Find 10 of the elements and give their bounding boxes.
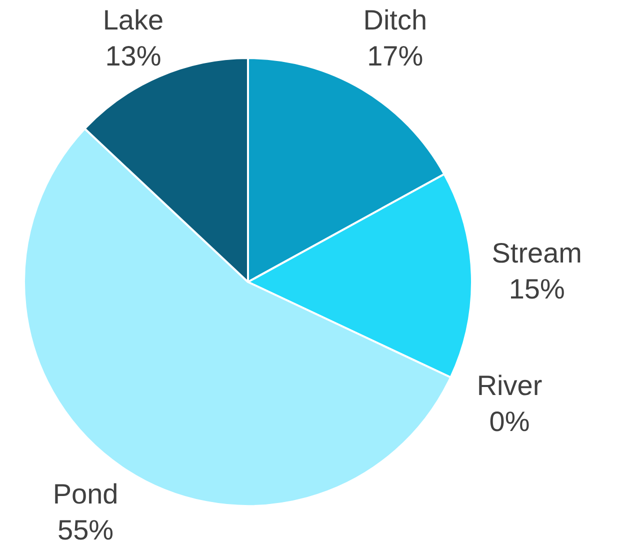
- data-label: 15%: [508, 274, 565, 305]
- data-label: 55%: [58, 514, 114, 546]
- slice-label: Pond: [52, 478, 118, 510]
- slice-label: Lake: [102, 4, 164, 36]
- slice-label: Ditch: [363, 4, 428, 36]
- slice-label: Stream: [492, 238, 582, 269]
- text: 0%: [489, 406, 530, 437]
- data-label: 17%: [367, 40, 424, 72]
- category-label: River: [476, 370, 542, 401]
- data-label: 13%: [105, 40, 162, 72]
